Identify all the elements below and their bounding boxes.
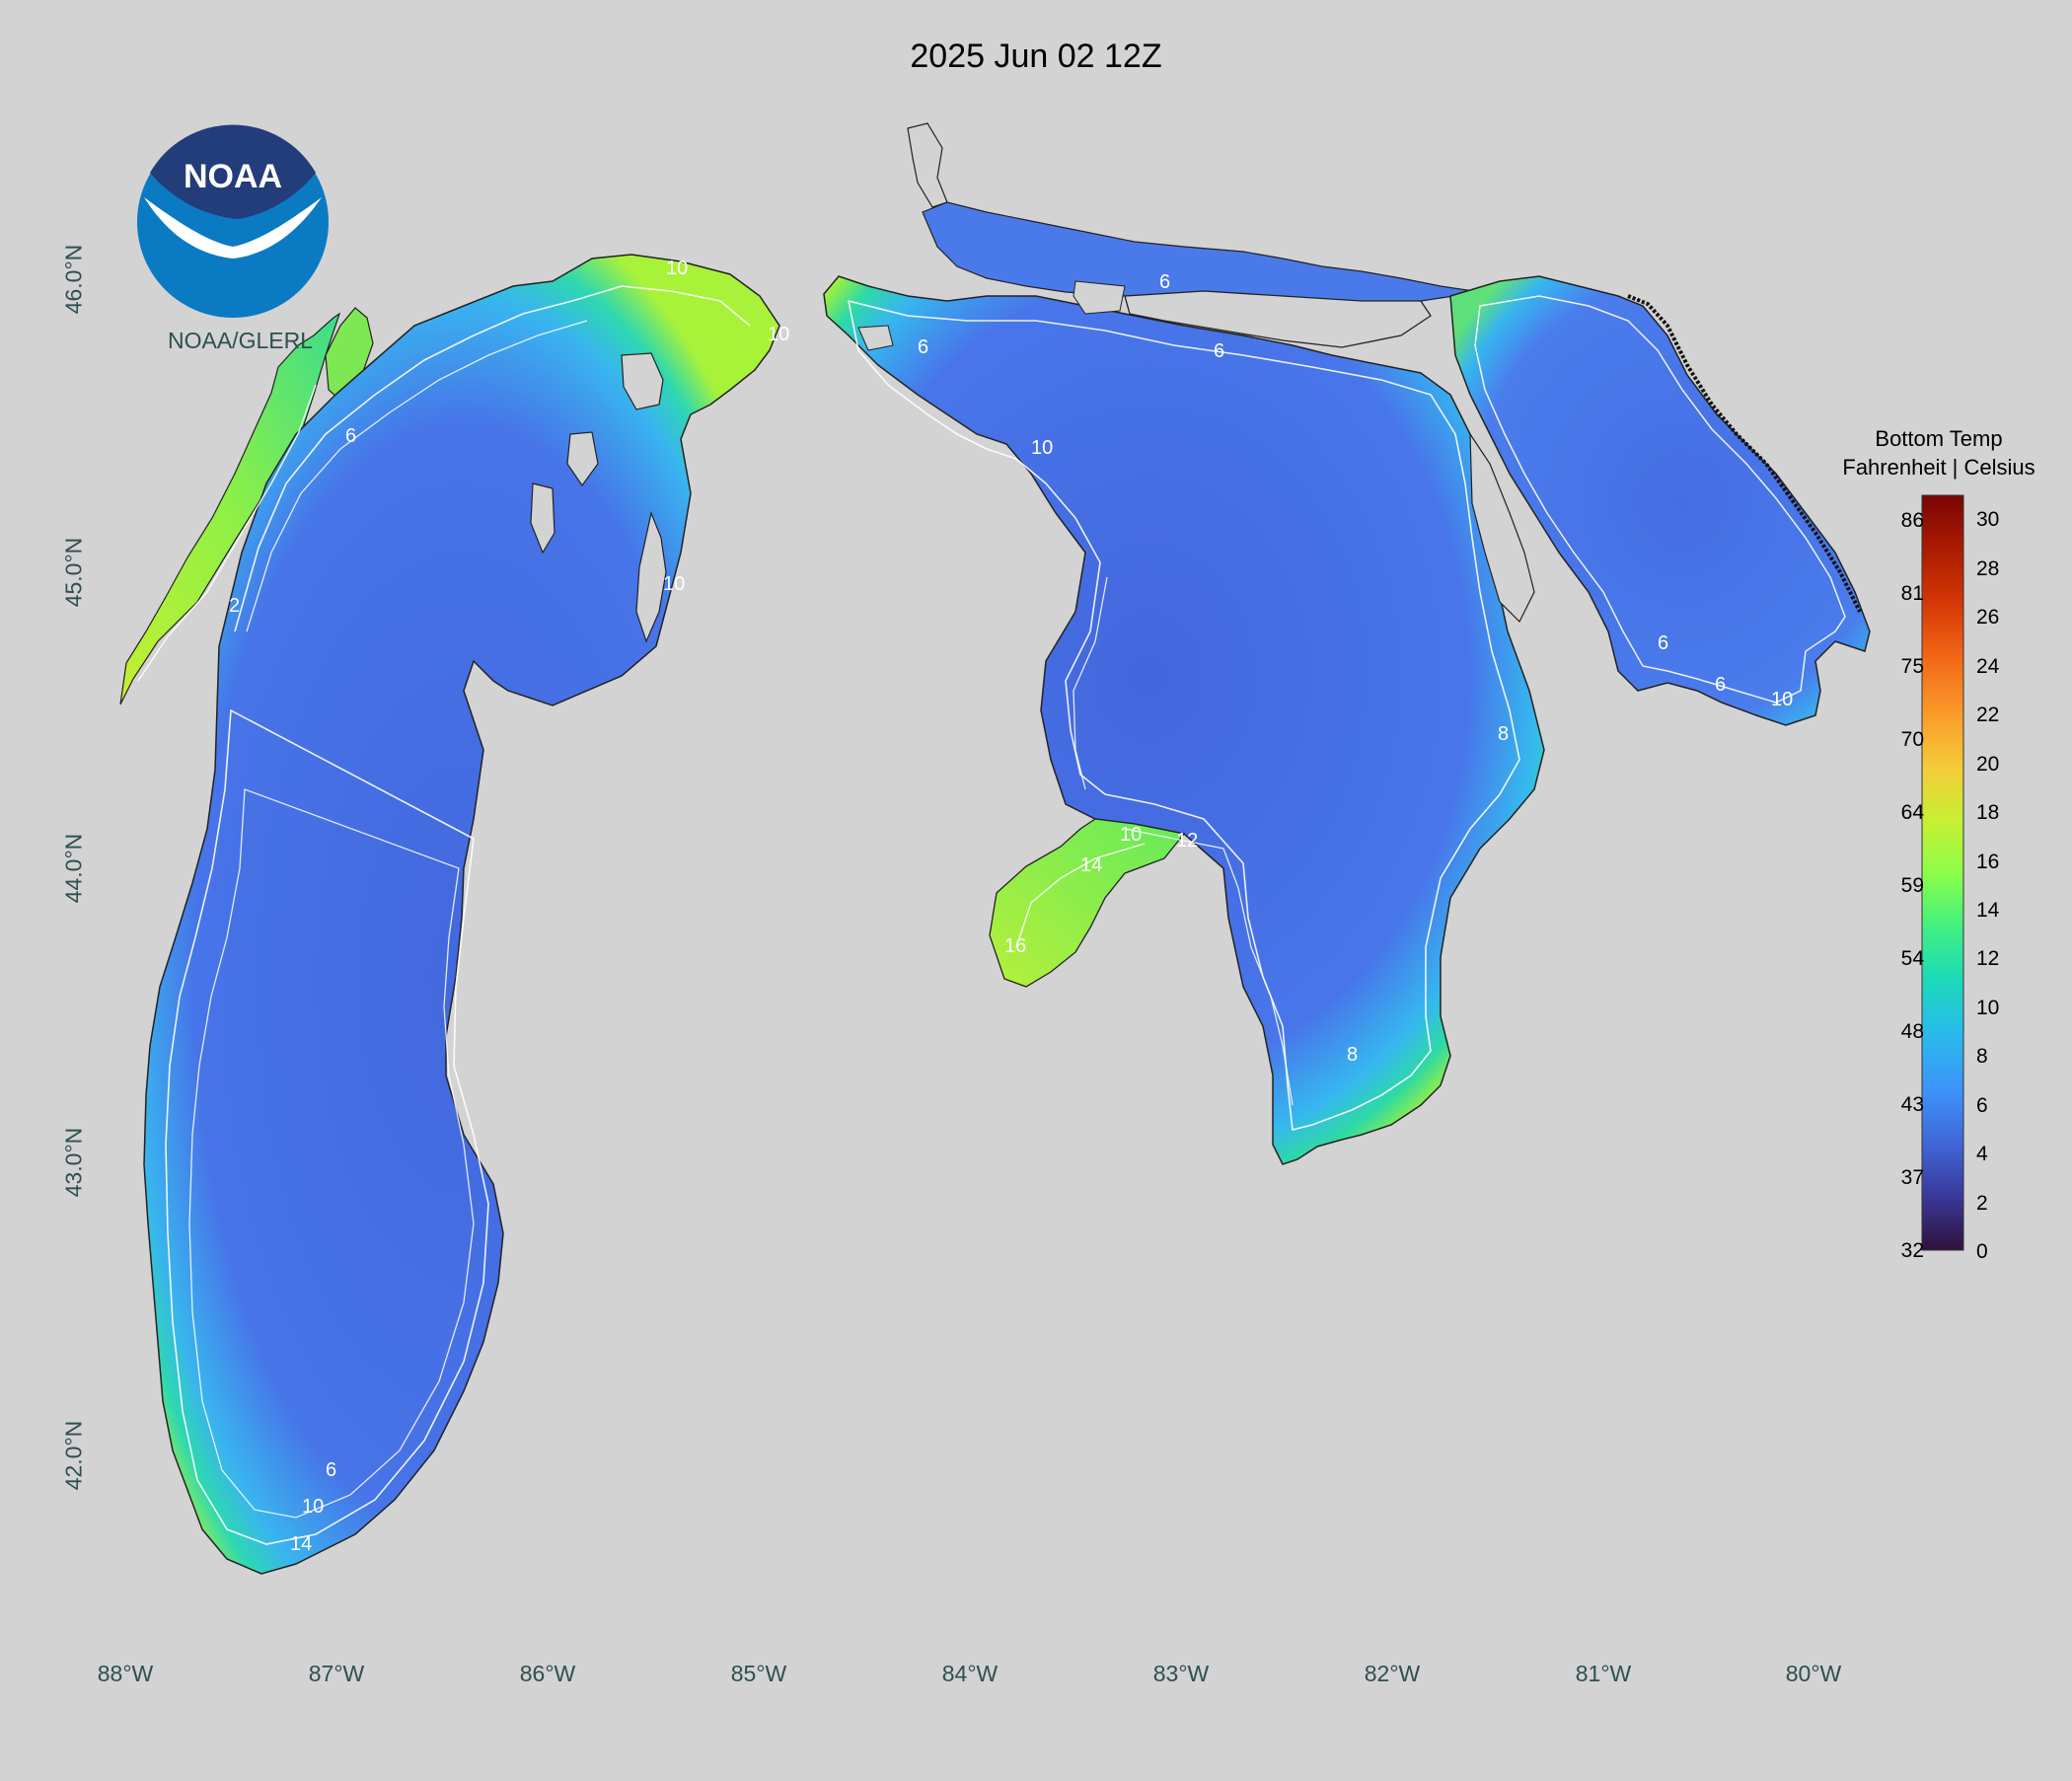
contour-label: 14	[1080, 854, 1102, 876]
lake-huron-water	[823, 275, 1545, 1165]
contour-label: 6	[1658, 632, 1668, 654]
green-bay-water	[119, 312, 341, 705]
map-title: 2025 Jun 02 12Z	[910, 37, 1162, 75]
celsius-tick: 8	[1976, 1045, 1988, 1068]
contour-label: 6	[345, 425, 356, 447]
contour-saginaw	[1015, 843, 1146, 948]
contour-michigan-outer	[165, 285, 751, 1545]
longitude-label: 81°W	[1575, 1661, 1632, 1686]
contour-huron-inner	[1073, 576, 1294, 1106]
longitude-label: 88°W	[97, 1661, 154, 1686]
contour-label: 10	[1031, 437, 1053, 459]
contour-green-bay	[137, 384, 317, 682]
celsius-tick: 12	[1976, 947, 2000, 970]
contour-michigan-inner	[188, 320, 588, 1519]
celsius-tick: 20	[1976, 753, 2000, 776]
noaa-logo: NOAA	[137, 124, 329, 318]
contour-label: 10	[663, 573, 685, 595]
manitoulin-island	[1124, 290, 1432, 348]
contour-label: 6	[918, 336, 928, 358]
fahrenheit-tick: 64	[1900, 801, 1924, 824]
celsius-tick: 28	[1976, 557, 2000, 580]
logo-caption: NOAA/GLERL	[168, 328, 313, 353]
celsius-tick: 22	[1976, 704, 2000, 726]
bois-blanc-island	[857, 325, 894, 351]
north-channel-water	[922, 201, 1481, 307]
fahrenheit-tick: 37	[1900, 1166, 1924, 1189]
georgian-bay-water	[1449, 275, 1871, 726]
celsius-tick: 14	[1976, 899, 2000, 922]
beaver-island	[566, 431, 599, 487]
fahrenheit-tick: 48	[1900, 1020, 1924, 1043]
celsius-tick: 18	[1976, 801, 2000, 824]
longitude-label: 80°W	[1785, 1661, 1842, 1686]
contour-huron-outer	[847, 299, 1520, 1131]
longitude-label: 87°W	[308, 1661, 365, 1686]
green-bay-upper	[325, 307, 374, 406]
legend-title: Bottom Temp Fahrenheit | Celsius	[1830, 424, 2047, 482]
contour-label: 10	[302, 1496, 324, 1518]
contour-label: 10	[666, 258, 688, 279]
celsius-tick: 10	[1976, 997, 2000, 1019]
fahrenheit-tick: 54	[1900, 947, 1924, 970]
celsius-tick: 6	[1976, 1094, 1988, 1117]
celsius-tick: 30	[1976, 508, 2000, 531]
contour-label: 12	[1176, 830, 1198, 852]
saginaw-bay-water	[989, 818, 1186, 988]
fahrenheit-tick: 70	[1900, 728, 1924, 751]
celsius-tick: 2	[1976, 1192, 1988, 1215]
contour-label: 8	[1498, 723, 1509, 745]
contour-label: 10	[768, 324, 789, 345]
contour-georgian	[1474, 295, 1846, 704]
contour-label: 6	[1214, 340, 1224, 362]
celsius-tick: 0	[1976, 1240, 1988, 1263]
latitude-label: 44.0°N	[60, 833, 87, 904]
noaa-logo-text: NOAA	[184, 158, 282, 195]
longitude-label: 82°W	[1364, 1661, 1421, 1686]
north-fox-island	[530, 482, 555, 555]
fahrenheit-tick: 81	[1900, 582, 1924, 605]
grand-traverse-peninsula	[635, 510, 667, 643]
celsius-tick: 26	[1976, 606, 2000, 629]
drummond-island	[1073, 280, 1126, 315]
longitude-label: 83°W	[1152, 1661, 1210, 1686]
mackinac-island	[621, 352, 664, 410]
longitude-label: 86°W	[519, 1661, 576, 1686]
contour-label: 6	[1159, 271, 1170, 293]
legend-subtitle: Fahrenheit | Celsius	[1842, 455, 2035, 480]
contour-label: 14	[290, 1533, 312, 1555]
contour-label: 2	[229, 595, 240, 617]
latitude-label: 42.0°N	[60, 1420, 87, 1491]
contour-label: 10	[1771, 689, 1793, 710]
latitude-label: 46.0°N	[60, 244, 87, 315]
georgian-bay-east-shore	[1627, 294, 1862, 613]
fahrenheit-tick: 32	[1900, 1239, 1924, 1262]
fahrenheit-tick: 75	[1900, 655, 1924, 678]
latitude-label: 45.0°N	[60, 537, 87, 608]
celsius-tick: 4	[1976, 1143, 1988, 1165]
celsius-tick: 16	[1976, 851, 2000, 873]
contour-label: 10	[1120, 824, 1142, 846]
fahrenheit-tick: 43	[1900, 1093, 1924, 1116]
fahrenheit-tick: 86	[1900, 509, 1924, 532]
bruce-peninsula	[1469, 431, 1535, 624]
latitude-label: 43.0°N	[60, 1127, 87, 1198]
celsius-tick: 24	[1976, 655, 2000, 678]
fahrenheit-tick: 59	[1900, 874, 1924, 897]
legend-title-text: Bottom Temp	[1875, 426, 2003, 451]
longitude-label: 84°W	[941, 1661, 999, 1686]
longitude-label: 85°W	[730, 1661, 787, 1686]
contour-label: 16	[1004, 935, 1026, 957]
lake-michigan-water	[143, 254, 780, 1575]
colorbar	[1921, 494, 1964, 1251]
contour-label: 6	[1715, 674, 1726, 696]
st-marys-river	[907, 122, 948, 208]
contour-label: 6	[326, 1459, 336, 1481]
contour-label: 8	[1347, 1044, 1358, 1066]
